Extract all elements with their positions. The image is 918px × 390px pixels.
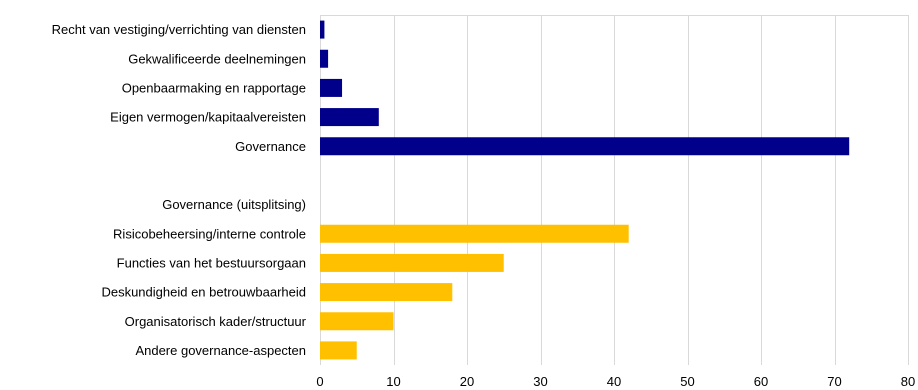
x-tick-label: 60 <box>754 374 768 389</box>
category-label: Openbaarmaking en rapportage <box>122 80 306 95</box>
x-tick-label: 40 <box>607 374 621 389</box>
x-tick-label: 20 <box>460 374 474 389</box>
x-tick-label: 80 <box>901 374 915 389</box>
category-label: Deskundigheid en betrouwbaarheid <box>101 285 306 300</box>
x-tick-label: 50 <box>680 374 694 389</box>
bar <box>320 78 343 97</box>
bar <box>320 108 379 127</box>
category-labels: Recht van vestiging/verrichting van dien… <box>52 22 307 358</box>
category-label: Governance <box>235 139 306 154</box>
category-label: Recht van vestiging/verrichting van dien… <box>52 22 306 37</box>
bar <box>320 312 394 331</box>
category-label: Governance (uitsplitsing) <box>162 197 306 212</box>
category-label: Functies van het bestuursorgaan <box>117 255 306 270</box>
bar <box>320 137 850 156</box>
bar <box>320 283 453 302</box>
category-label: Organisatorisch kader/structuur <box>125 314 307 329</box>
gridlines <box>320 15 909 365</box>
bar <box>320 20 325 39</box>
bar <box>320 224 629 243</box>
bar <box>320 341 357 360</box>
category-label: Eigen vermogen/kapitaalvereisten <box>110 110 306 125</box>
x-tick-label: 0 <box>316 374 323 389</box>
bar <box>320 49 329 68</box>
category-label: Andere governance-aspecten <box>135 343 306 358</box>
category-label: Gekwalificeerde deelnemingen <box>128 51 306 66</box>
bars <box>320 20 850 360</box>
x-tick-label: 70 <box>827 374 841 389</box>
bar <box>320 253 504 272</box>
x-axis-ticks: 0 10 20 30 40 50 60 70 80 <box>316 374 915 389</box>
x-tick-label: 30 <box>533 374 547 389</box>
category-label: Risicobeheersing/interne controle <box>113 226 306 241</box>
x-tick-label: 10 <box>386 374 400 389</box>
